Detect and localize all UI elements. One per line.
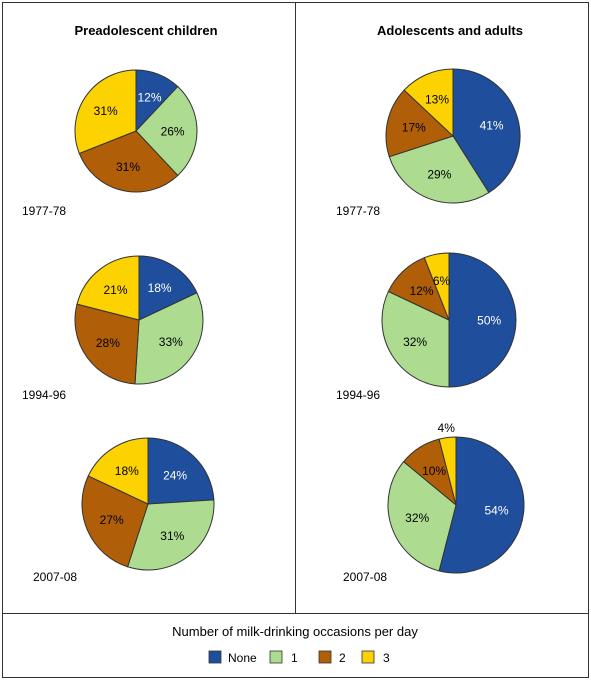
pie-adolescents-adults-1994-96: 50% 32% 12%6% 1994-96 [336, 252, 517, 402]
pie-adolescents-adults-1977-78: 41% 29% 17% 13% 1977-78 [336, 68, 521, 218]
slice-1 [387, 460, 457, 572]
slice-label-2: 10% [422, 464, 446, 478]
slice-1 [126, 499, 215, 571]
slice-label-2: 31% [116, 160, 140, 174]
slice-label-3: 18% [115, 464, 139, 478]
slice-label-3: 4% [438, 421, 456, 435]
slice-label-1: 32% [403, 335, 427, 349]
pie-adolescents-adults-2007-08: 54% 32% 10% 4% 2007-08 [343, 421, 525, 584]
legend-label: 1 [291, 651, 298, 665]
slice-label-3: 31% [94, 104, 118, 118]
slice-3 [423, 252, 450, 321]
slice-3 [438, 436, 457, 506]
legend-label: 3 [383, 651, 390, 665]
slice-label-none: 18% [148, 281, 172, 295]
slice-2 [78, 130, 179, 193]
period-label: 1994-96 [22, 388, 66, 402]
slice-label-2: 28% [96, 336, 120, 350]
slice-1 [135, 85, 198, 177]
slice-none [147, 437, 215, 505]
period-label: 1994-96 [336, 388, 380, 402]
legend-item-none: None [208, 650, 257, 665]
slice-3 [403, 68, 454, 138]
slice-label-3: 6% [433, 274, 451, 288]
legend-label: 2 [339, 651, 346, 665]
legend-item-1: 1 [269, 650, 298, 665]
period-label: 2007-08 [343, 570, 387, 584]
slice-label-1: 32% [405, 511, 429, 525]
pies: 12% 26% 31% 31% 1977-78 18% 33% 28% 21% 1994-96 24… [22, 68, 525, 584]
slice-3 [87, 437, 149, 505]
slice-3 [74, 69, 137, 155]
period-label: 2007-08 [33, 570, 77, 584]
legend-item-2: 2 [318, 650, 346, 665]
slice-1 [388, 135, 490, 204]
legend-label: None [228, 651, 257, 665]
slice-label-1: 33% [159, 335, 183, 349]
slice-none [448, 252, 517, 388]
column-title-adolescents-adults: Adolescents and adults [377, 23, 523, 38]
slice-label-3: 21% [103, 283, 127, 297]
slice-2 [385, 89, 454, 158]
pie-preadolescent-1994-96: 18% 33% 28% 21% 1994-96 [22, 255, 204, 402]
pie-preadolescent-1977-78: 12% 26% 31% 31% 1977-78 [22, 69, 198, 218]
slice-label-2: 27% [100, 513, 124, 527]
legend-item-3: 3 [361, 650, 390, 665]
slice-1 [134, 292, 204, 385]
column-title-preadolescent: Preadolescent children [74, 23, 217, 38]
slice-2 [74, 303, 140, 385]
slice-label-none: 50% [477, 314, 501, 328]
pie-preadolescent-2007-08: 24% 31% 27% 18% 2007-08 [33, 437, 215, 584]
slice-3 [76, 255, 140, 321]
slice-2 [81, 475, 149, 568]
slice-label-none: 54% [484, 504, 508, 518]
legend-swatch [318, 650, 332, 664]
slice-none [138, 255, 198, 321]
slice-label-1: 29% [427, 167, 451, 181]
slice-label-2: 17% [402, 121, 426, 135]
legend-title: Number of milk-drinking occasions per da… [172, 624, 418, 639]
slice-1 [381, 290, 450, 388]
legend-swatch [269, 650, 283, 664]
period-label: 1977-78 [22, 204, 66, 218]
slice-label-none: 12% [137, 91, 161, 105]
period-label: 1977-78 [336, 204, 380, 218]
slice-label-none: 24% [163, 469, 187, 483]
slice-label-1: 31% [160, 529, 184, 543]
legend-swatch [208, 650, 222, 664]
slice-label-1: 26% [161, 125, 185, 139]
legend: None 1 2 3 [208, 650, 390, 665]
slice-label-3: 13% [425, 93, 449, 107]
slice-label-2: 12% [409, 284, 433, 298]
slice-label-none: 41% [480, 118, 504, 132]
slice-none [438, 436, 525, 574]
legend-swatch [361, 650, 375, 664]
